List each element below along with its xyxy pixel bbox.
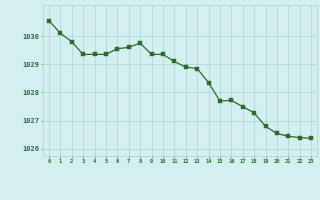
Text: Graphe pression niveau de la mer (hPa): Graphe pression niveau de la mer (hPa) — [65, 188, 255, 197]
